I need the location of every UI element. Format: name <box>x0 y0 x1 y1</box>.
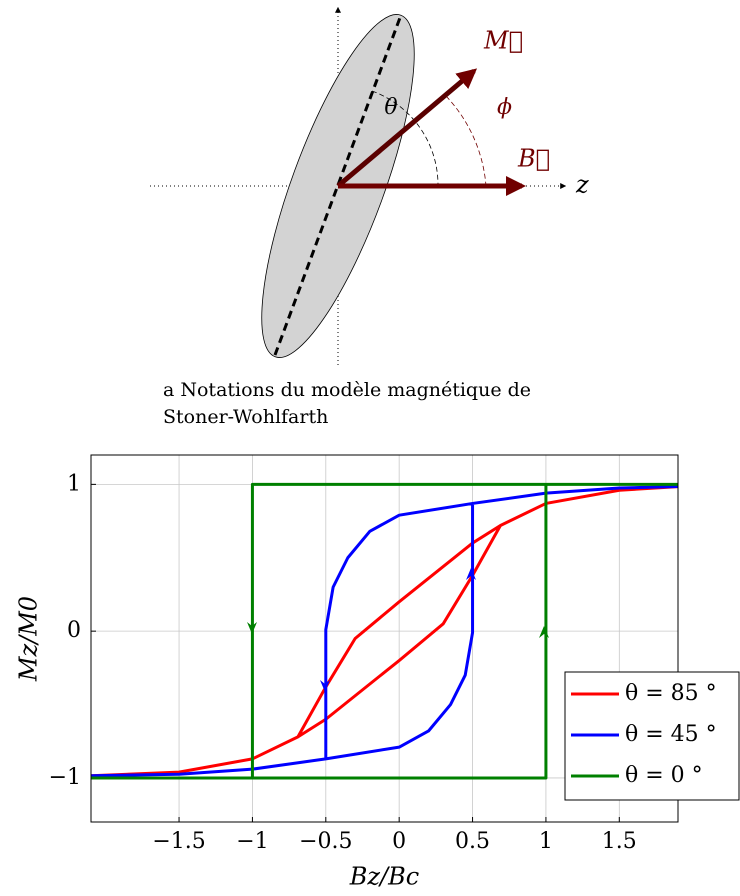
caption: Stoner-Wohlfarth <box>163 406 328 428</box>
x-tick-label: 1 <box>539 829 553 854</box>
legend-label: θ = 0 ° <box>625 763 703 788</box>
chart: −1.5 −1 −0.5 0 0.5 1 1.5 −1 0 1 Bz/Bc Mz/M0 θ = 85 °… <box>15 454 740 891</box>
diagram: M⃗ θ ϕ B⃗ z a Notations du modèle magnét… <box>150 6 589 428</box>
direction-arrow <box>320 680 330 692</box>
phi-label: ϕ <box>497 95 512 120</box>
x-tick-label: 0 <box>392 829 406 854</box>
direction-arrow <box>247 622 257 634</box>
y-tick-label: −1 <box>49 765 81 790</box>
direction-arrow <box>539 626 549 638</box>
caption: a Notations du modèle magnétique de <box>163 379 531 401</box>
x-tick-label: −0.5 <box>299 829 352 854</box>
direction-arrow <box>466 568 476 580</box>
plot-frame <box>90 454 679 823</box>
phi-arc <box>445 95 487 187</box>
x-axis-label: Bz/Bc <box>349 863 419 891</box>
theta-label: θ <box>384 95 397 120</box>
axis-label: z <box>575 171 589 199</box>
y-tick-label: 0 <box>67 618 81 643</box>
x-tick-label: −1.5 <box>152 829 205 854</box>
y-axis-label: Mz/M0 <box>15 596 43 682</box>
field-label: B⃗ <box>517 145 550 173</box>
magnetization-arrow <box>336 68 478 188</box>
x-tick-label: 0.5 <box>455 829 490 854</box>
series-line <box>91 485 678 778</box>
theta-arc <box>371 90 439 187</box>
x-tick-label: 1.5 <box>602 829 637 854</box>
magnetization-label: M⃗ <box>483 27 523 55</box>
x-tick-label: −1 <box>236 829 268 854</box>
legend-label: θ = 45 ° <box>625 722 717 747</box>
legend-label: θ = 85 ° <box>625 681 717 706</box>
y-tick-label: 1 <box>67 471 81 496</box>
easy-axis <box>273 14 403 356</box>
